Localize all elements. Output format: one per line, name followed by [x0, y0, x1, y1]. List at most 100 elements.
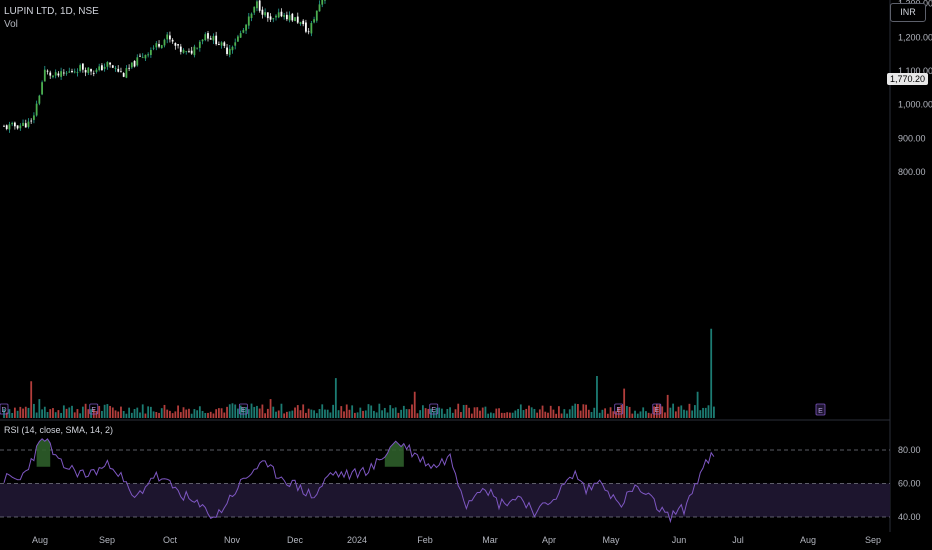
candle-body: [174, 43, 177, 46]
volume-bar: [702, 407, 704, 418]
candle-body: [163, 39, 166, 46]
earnings-marker[interactable]: [0, 403, 9, 415]
earnings-marker-label: E: [91, 407, 96, 414]
volume-bar: [470, 413, 473, 418]
candle-body: [296, 16, 299, 23]
volume-bar: [111, 407, 114, 418]
symbol-title: LUPIN LTD, 1D, NSE: [4, 6, 99, 17]
candle-body: [22, 122, 24, 126]
candle-body: [158, 44, 160, 47]
volume-bar: [642, 407, 645, 418]
volume-bar: [201, 410, 204, 418]
candle-body: [152, 47, 155, 49]
volume-bar: [525, 408, 528, 418]
earnings-marker[interactable]: [238, 403, 248, 415]
candle-body: [318, 4, 321, 12]
earnings-marker[interactable]: [815, 403, 826, 416]
candle-body: [299, 22, 302, 24]
rsi-overbought-fill: [36, 438, 51, 467]
candle-body: [155, 43, 158, 48]
volume-bar: [54, 412, 57, 418]
volume-bar: [101, 410, 103, 418]
volume-bar: [596, 376, 598, 418]
volume-bar: [484, 406, 487, 418]
volume-bar: [13, 407, 16, 418]
earnings-marker[interactable]: [614, 403, 624, 415]
earnings-marker-label: E: [241, 407, 246, 414]
volume-bar: [394, 407, 397, 418]
candle-body: [269, 16, 272, 20]
candle-body: [60, 71, 63, 77]
candle-body: [122, 73, 125, 77]
volume-bar: [193, 409, 196, 418]
volume-bar: [421, 405, 424, 418]
volume-bar: [541, 405, 544, 418]
candle-body: [81, 63, 84, 70]
earnings-marker[interactable]: [652, 403, 662, 415]
candle-body: [261, 9, 264, 15]
earnings-marker[interactable]: [89, 403, 99, 415]
volume-bar: [522, 410, 525, 418]
candle-body: [101, 65, 103, 71]
volume-bar: [585, 404, 587, 418]
volume-bar: [291, 410, 294, 418]
volume-bar: [269, 399, 272, 418]
candle-body: [92, 72, 95, 74]
volume-bar: [266, 408, 269, 418]
volume-bar: [125, 413, 128, 418]
candle-body: [258, 0, 261, 11]
currency-selector[interactable]: INR: [890, 3, 926, 22]
volume-bar: [283, 413, 286, 418]
volume-bar: [356, 412, 359, 418]
volume-bar: [242, 408, 245, 418]
volume-bar: [514, 410, 517, 418]
candle-body: [302, 20, 305, 25]
volume-bar: [495, 408, 498, 418]
earnings-marker[interactable]: [429, 403, 439, 415]
candle-body: [307, 31, 310, 33]
candle-body: [8, 124, 11, 130]
candle-body: [217, 44, 220, 46]
volume-bar: [11, 412, 14, 418]
volume-bar: [563, 409, 566, 418]
time-tick-label: Aug: [32, 535, 48, 545]
candle-body: [5, 125, 8, 129]
volume-bar: [310, 409, 313, 418]
volume-bar: [650, 413, 653, 418]
volume-bar: [402, 405, 405, 418]
candle-body: [111, 65, 114, 68]
volume-bar: [710, 328, 713, 418]
time-tick-label: May: [602, 535, 620, 545]
volume-bar: [264, 413, 267, 418]
candle-body: [204, 34, 207, 40]
volume-bar: [5, 412, 8, 418]
volume-bar: [209, 411, 212, 418]
time-tick-label: Jun: [672, 535, 687, 545]
candle-body: [280, 11, 283, 17]
candle-body: [179, 46, 182, 52]
volume-bar: [307, 408, 310, 418]
price-tick-label: 1,000.00: [898, 100, 932, 110]
volume-bar: [285, 411, 288, 418]
candle-body: [198, 41, 201, 48]
candle-body: [125, 68, 128, 78]
volume-bar: [296, 405, 299, 418]
volume-bar: [571, 405, 574, 418]
candle-body: [106, 62, 109, 67]
candle-body: [33, 115, 35, 120]
candle-body: [283, 15, 286, 17]
volume-bar: [3, 408, 5, 418]
candle-body: [76, 72, 79, 73]
volume-bar: [117, 411, 120, 418]
volume-bar: [359, 407, 362, 418]
candle-body: [305, 22, 307, 32]
candle-body: [149, 49, 152, 55]
volume-bar: [182, 407, 185, 418]
candle-body: [321, 0, 324, 5]
volume-bar: [462, 404, 465, 418]
volume-bar: [536, 412, 539, 418]
volume-bar: [538, 409, 541, 418]
volume-bar: [152, 411, 155, 418]
volume-bar: [90, 409, 92, 418]
